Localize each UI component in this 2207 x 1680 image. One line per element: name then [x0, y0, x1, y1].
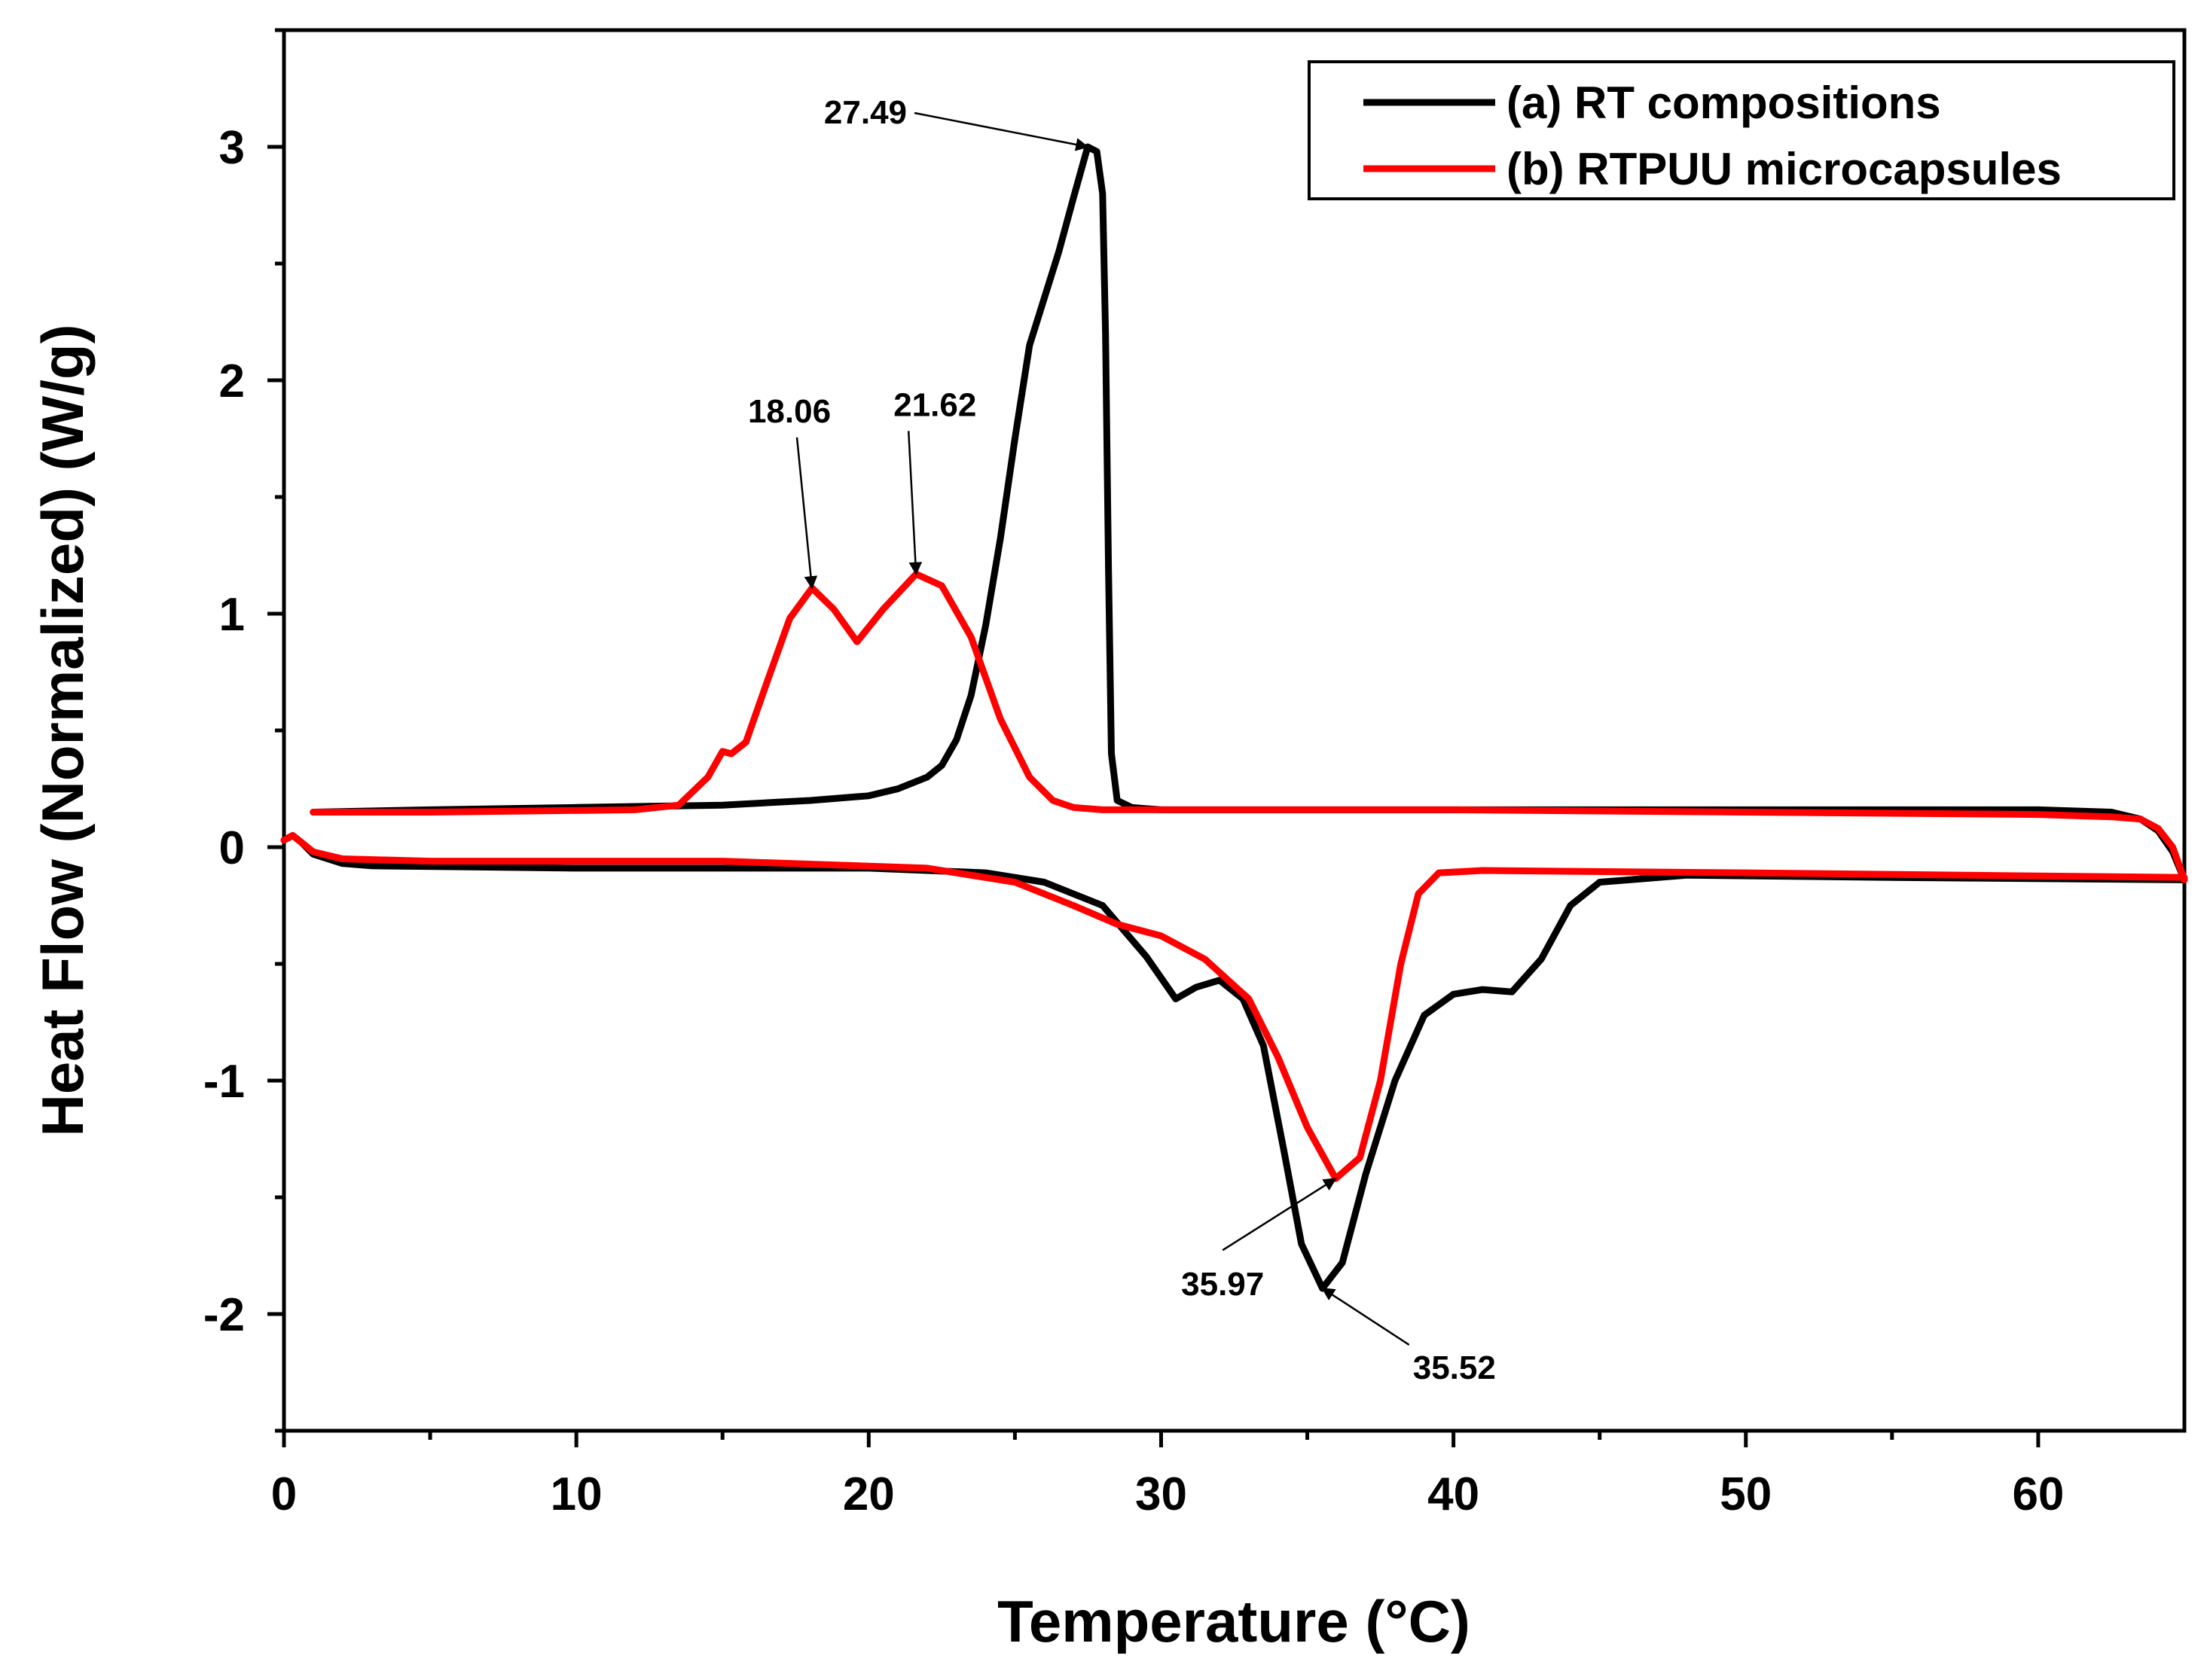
y-tick-label: 0 — [219, 822, 245, 874]
series-line-b-rtpuu-microcapsules-heating — [280, 832, 2188, 1182]
annotation-label: 18.06 — [748, 393, 831, 430]
annotation-arrow — [1222, 1178, 1337, 1252]
x-tick-label: 20 — [843, 1468, 895, 1520]
x-tick-label: 50 — [1720, 1468, 1772, 1520]
series-line-b-rtpuu-microcapsules-cooling — [310, 570, 2188, 883]
annotation-label: 35.52 — [1413, 1349, 1496, 1386]
series-layer — [280, 143, 2188, 1292]
y-tick-label: -2 — [203, 1289, 245, 1341]
series-line-a-rt-compositions-heating — [280, 832, 2188, 1292]
x-axis-title: Temperature (°C) — [997, 1588, 1470, 1654]
legend-box — [1308, 60, 2175, 200]
y-axis: -2 -1 0 1 2 3 — [203, 28, 284, 1433]
y-tick-label: 3 — [219, 122, 245, 174]
x-tick-label: 30 — [1135, 1468, 1187, 1520]
annotations: 27.49 18.06 21.62 35.97 35.52 — [748, 94, 1496, 1386]
legend-label-rtpuu-microcapsules: (b) RTPUU microcapsules — [1506, 144, 2062, 194]
x-tick-label: 0 — [271, 1468, 297, 1520]
annotation-label: 21.62 — [893, 386, 976, 423]
annotation-label: 35.97 — [1181, 1266, 1264, 1303]
y-tick-label: -1 — [203, 1056, 245, 1108]
x-tick-label: 10 — [551, 1468, 603, 1520]
y-axis-title: Heat Flow (Normalized) (W/g) — [29, 325, 96, 1137]
annotation-arrow — [914, 111, 1089, 151]
y-tick-label: 2 — [219, 355, 245, 407]
x-tick-label: 40 — [1427, 1468, 1479, 1520]
y-tick-label: 1 — [219, 589, 245, 641]
annotation-label: 27.49 — [824, 94, 907, 131]
annotation-arrow — [907, 431, 923, 576]
x-tick-label: 60 — [2012, 1468, 2064, 1520]
legend: (a) RT compositions (b) RTPUU microcapsu… — [1308, 60, 2175, 200]
annotation-arrow — [795, 437, 818, 590]
series-line-a-rt-compositions-cooling — [310, 143, 2188, 883]
legend-label-rt-compositions: (a) RT compositions — [1506, 78, 1941, 128]
annotation-arrow — [1321, 1287, 1410, 1346]
plot-frame — [282, 28, 2187, 1433]
x-axis: 0 10 20 30 40 50 60 — [271, 1431, 2064, 1520]
